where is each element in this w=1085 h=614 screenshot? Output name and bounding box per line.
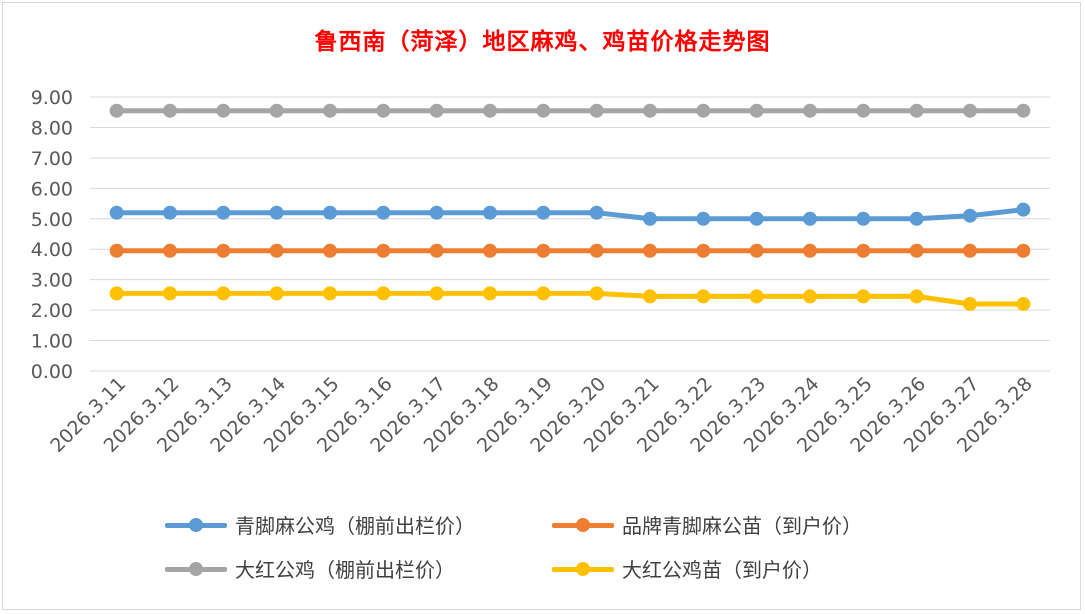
data-point-series-1 xyxy=(1016,202,1031,217)
data-point-series-2 xyxy=(163,243,177,258)
data-point-series-3 xyxy=(696,103,711,118)
chart-title: 鲁西南（菏泽）地区麻鸡、鸡苗价格走势图 xyxy=(314,28,771,55)
y-tick-label: 2.00 xyxy=(31,300,73,322)
data-point-series-2 xyxy=(963,243,977,258)
data-point-series-2 xyxy=(429,243,444,258)
legend-item-series-1: 青脚麻公鸡（棚前出栏价） xyxy=(165,510,475,539)
data-point-series-1 xyxy=(589,205,604,220)
data-point-series-2 xyxy=(803,243,817,258)
data-point-series-1 xyxy=(803,211,817,226)
data-point-series-4 xyxy=(536,286,551,301)
data-point-series-4 xyxy=(696,289,711,304)
data-point-series-4 xyxy=(376,286,391,301)
y-tick-label: 5.00 xyxy=(31,209,73,231)
data-point-series-3 xyxy=(909,103,924,118)
data-point-series-4 xyxy=(323,286,337,301)
data-point-series-3 xyxy=(216,103,231,118)
data-point-series-2 xyxy=(483,243,497,258)
legend-swatch-series-4 xyxy=(552,559,614,579)
legend-label-series-3: 大红公鸡（棚前出栏价） xyxy=(235,558,455,582)
data-point-series-1 xyxy=(429,205,444,220)
data-point-series-3 xyxy=(163,103,177,118)
data-point-series-4 xyxy=(429,286,444,301)
y-tick-label: 1.00 xyxy=(31,331,73,353)
data-point-series-3 xyxy=(963,103,977,118)
data-point-series-4 xyxy=(803,289,817,304)
data-point-series-1 xyxy=(643,211,657,226)
y-tick-label: 0.00 xyxy=(31,361,73,383)
legend-swatch-series-1 xyxy=(165,515,227,535)
data-point-series-1 xyxy=(856,211,871,226)
data-point-series-4 xyxy=(963,297,977,312)
data-point-series-3 xyxy=(589,103,604,118)
data-point-series-4 xyxy=(163,286,177,301)
data-point-series-1 xyxy=(909,211,924,226)
y-tick-label: 7.00 xyxy=(31,148,73,170)
y-tick-label: 9.00 xyxy=(31,87,73,109)
data-point-series-4 xyxy=(749,289,764,304)
series-line-4 xyxy=(114,290,1026,307)
y-tick-label: 4.00 xyxy=(31,239,73,261)
data-point-series-4 xyxy=(856,289,871,304)
data-point-series-2 xyxy=(536,243,551,258)
data-point-series-1 xyxy=(163,205,177,220)
data-point-series-4 xyxy=(1016,297,1031,312)
data-point-series-3 xyxy=(483,103,497,118)
legend-label-series-2: 品牌青脚麻公苗（到户价） xyxy=(622,514,862,538)
legend-label-series-4: 大红公鸡苗（到户价） xyxy=(622,558,822,582)
data-point-series-2 xyxy=(376,243,391,258)
data-point-series-3 xyxy=(536,103,551,118)
data-point-series-4 xyxy=(483,286,497,301)
data-point-series-1 xyxy=(963,208,977,223)
y-tick-label: 8.00 xyxy=(31,117,73,139)
data-point-series-1 xyxy=(536,205,551,220)
data-point-series-2 xyxy=(749,243,764,258)
data-point-series-2 xyxy=(856,243,871,258)
data-point-series-4 xyxy=(216,286,231,301)
legend-swatch-series-3 xyxy=(165,559,227,579)
legend-swatch-series-2 xyxy=(552,515,614,535)
data-point-series-4 xyxy=(589,286,604,301)
data-point-series-2 xyxy=(1016,243,1031,258)
data-point-series-3 xyxy=(323,103,337,118)
data-point-series-4 xyxy=(643,289,657,304)
data-point-series-1 xyxy=(376,205,391,220)
data-point-series-3 xyxy=(1016,103,1031,118)
data-point-series-4 xyxy=(109,286,124,301)
series-line-1 xyxy=(114,207,1026,222)
data-point-series-2 xyxy=(323,243,337,258)
data-point-series-2 xyxy=(109,243,124,258)
data-point-series-2 xyxy=(909,243,924,258)
legend-item-series-4: 大红公鸡苗（到户价） xyxy=(552,554,822,583)
data-point-series-4 xyxy=(269,286,284,301)
data-point-series-3 xyxy=(376,103,391,118)
data-point-series-1 xyxy=(483,205,497,220)
data-point-series-2 xyxy=(269,243,284,258)
data-point-series-1 xyxy=(109,205,124,220)
data-point-series-4 xyxy=(909,289,924,304)
data-point-series-2 xyxy=(589,243,604,258)
data-point-series-3 xyxy=(749,103,764,118)
data-point-series-1 xyxy=(749,211,764,226)
y-tick-label: 6.00 xyxy=(31,178,73,200)
legend-label-series-1: 青脚麻公鸡（棚前出栏价） xyxy=(235,514,475,538)
data-point-series-3 xyxy=(643,103,657,118)
legend-item-series-2: 品牌青脚麻公苗（到户价） xyxy=(552,510,862,539)
data-point-series-3 xyxy=(803,103,817,118)
data-point-series-1 xyxy=(323,205,337,220)
data-point-series-1 xyxy=(696,211,711,226)
data-point-series-2 xyxy=(696,243,711,258)
data-point-series-2 xyxy=(216,243,231,258)
legend-item-series-3: 大红公鸡（棚前出栏价） xyxy=(165,554,455,583)
data-point-series-3 xyxy=(856,103,871,118)
data-point-series-3 xyxy=(109,103,124,118)
data-point-series-1 xyxy=(216,205,231,220)
data-point-series-3 xyxy=(269,103,284,118)
y-tick-label: 3.00 xyxy=(31,270,73,292)
data-point-series-1 xyxy=(269,205,284,220)
data-point-series-3 xyxy=(429,103,444,118)
data-point-series-2 xyxy=(643,243,657,258)
